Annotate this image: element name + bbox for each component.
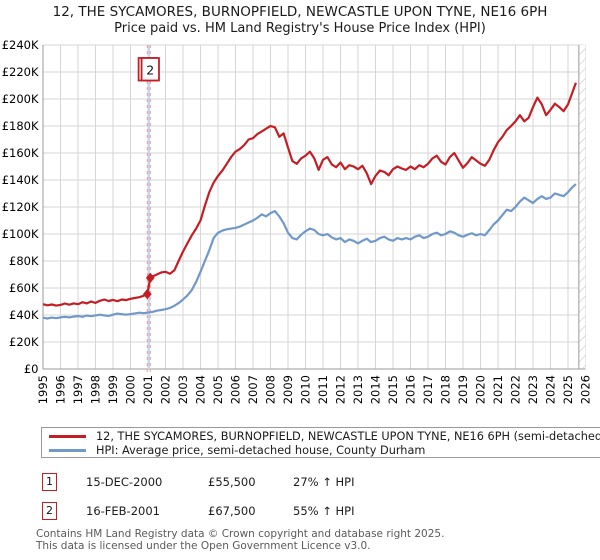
legend-label: HPI: Average price, semi-detached house,… <box>96 443 426 457</box>
legend-item: 12, THE SYCAMORES, BURNOPFIELD, NEWCASTL… <box>49 429 600 443</box>
sale-marker-diamond <box>142 288 152 300</box>
x-tick-label: 2020 <box>474 375 488 404</box>
x-tick-label: 2014 <box>369 375 383 404</box>
y-tick-label: £160K <box>2 146 39 160</box>
transaction-row: 2 16-FEB-2001 £67,500 55% ↑ HPI <box>0 502 600 522</box>
y-tick-label: £100K <box>2 227 39 241</box>
footer-line-2: This data is licensed under the Open Gov… <box>36 539 371 552</box>
hpi-line-sample <box>49 448 86 452</box>
y-tick-label: £240K <box>2 38 39 52</box>
x-tick-label: 2022 <box>509 375 523 404</box>
x-tick-label: 2021 <box>491 375 505 404</box>
footer: Contains HM Land Registry data © Crown c… <box>36 528 445 552</box>
price-paid-line <box>42 82 577 307</box>
transaction-number-badge: 2 <box>42 502 57 520</box>
x-tick-label: 2004 <box>194 375 208 404</box>
sale-annotation-number: 2 <box>146 63 154 78</box>
x-tick-label: 2023 <box>526 375 540 404</box>
transaction-date: 15-DEC-2000 <box>86 475 163 489</box>
x-tick-label: 2007 <box>246 375 260 404</box>
x-tick-label: 1996 <box>54 375 68 404</box>
transaction-price: £55,500 <box>208 475 256 489</box>
transaction-hpi-delta: 55% ↑ HPI <box>293 504 355 518</box>
x-tick-label: 2015 <box>386 375 400 404</box>
x-tick-label: 2012 <box>334 375 348 404</box>
y-tick-label: £120K <box>2 200 39 214</box>
x-tick-label: 2005 <box>211 375 225 404</box>
hpi-line <box>42 183 577 320</box>
x-tick-label: 2013 <box>351 375 365 404</box>
page-subtitle: Price paid vs. HM Land Registry's House … <box>114 21 486 36</box>
x-tick-label: 2011 <box>316 375 330 404</box>
x-tick-label: 2001 <box>141 375 155 404</box>
page-title: 12, THE SYCAMORES, BURNOPFIELD, NEWCASTL… <box>52 4 548 20</box>
x-tick-label: 2018 <box>439 375 453 404</box>
transaction-date: 16-FEB-2001 <box>86 504 160 518</box>
y-tick-label: £40K <box>9 308 39 322</box>
x-tick-label: 2025 <box>561 375 575 404</box>
legend-label: 12, THE SYCAMORES, BURNOPFIELD, NEWCASTL… <box>96 429 600 443</box>
sale-marker-diamond <box>145 272 155 284</box>
x-tick-label: 2003 <box>176 375 190 404</box>
price-chart: 12£0£20K£40K£60K£80K£100K£120K£140K£160K… <box>2 38 593 404</box>
footer-line-1: Contains HM Land Registry data © Crown c… <box>36 528 445 540</box>
x-tick-label: 2026 <box>579 375 593 404</box>
x-tick-label: 2000 <box>124 375 138 404</box>
y-tick-label: £220K <box>2 65 39 79</box>
y-tick-label: £20K <box>9 335 39 349</box>
x-tick-label: 2017 <box>421 375 435 404</box>
y-tick-label: £180K <box>2 119 39 133</box>
y-tick-label: £200K <box>2 92 39 106</box>
transaction-price: £67,500 <box>208 504 256 518</box>
y-tick-label: £140K <box>2 173 39 187</box>
transaction-hpi-delta: 27% ↑ HPI <box>293 475 355 489</box>
x-tick-label: 2008 <box>264 375 278 404</box>
x-tick-label: 2009 <box>281 375 295 404</box>
x-tick-label: 2002 <box>159 375 173 404</box>
x-tick-label: 1997 <box>71 375 85 404</box>
x-tick-label: 1995 <box>36 375 50 404</box>
x-tick-label: 2006 <box>229 375 243 404</box>
x-tick-label: 2024 <box>544 375 558 404</box>
transaction-row: 1 15-DEC-2000 £55,500 27% ↑ HPI <box>0 473 600 493</box>
legend: 12, THE SYCAMORES, BURNOPFIELD, NEWCASTL… <box>41 427 600 458</box>
y-tick-label: £80K <box>9 254 39 268</box>
x-tick-label: 2019 <box>456 375 470 404</box>
x-tick-label: 1998 <box>89 375 103 404</box>
transaction-number-badge: 1 <box>42 473 57 491</box>
y-tick-label: £0 <box>24 362 39 376</box>
y-tick-label: £60K <box>9 281 39 295</box>
x-tick-label: 1999 <box>106 375 120 404</box>
legend-item: HPI: Average price, semi-detached house,… <box>49 443 600 457</box>
sale-annotation-box <box>140 57 160 82</box>
price-paid-line-sample <box>49 434 86 438</box>
x-tick-label: 2016 <box>404 375 418 404</box>
x-tick-label: 2010 <box>299 375 313 404</box>
future-hatch <box>578 45 586 369</box>
